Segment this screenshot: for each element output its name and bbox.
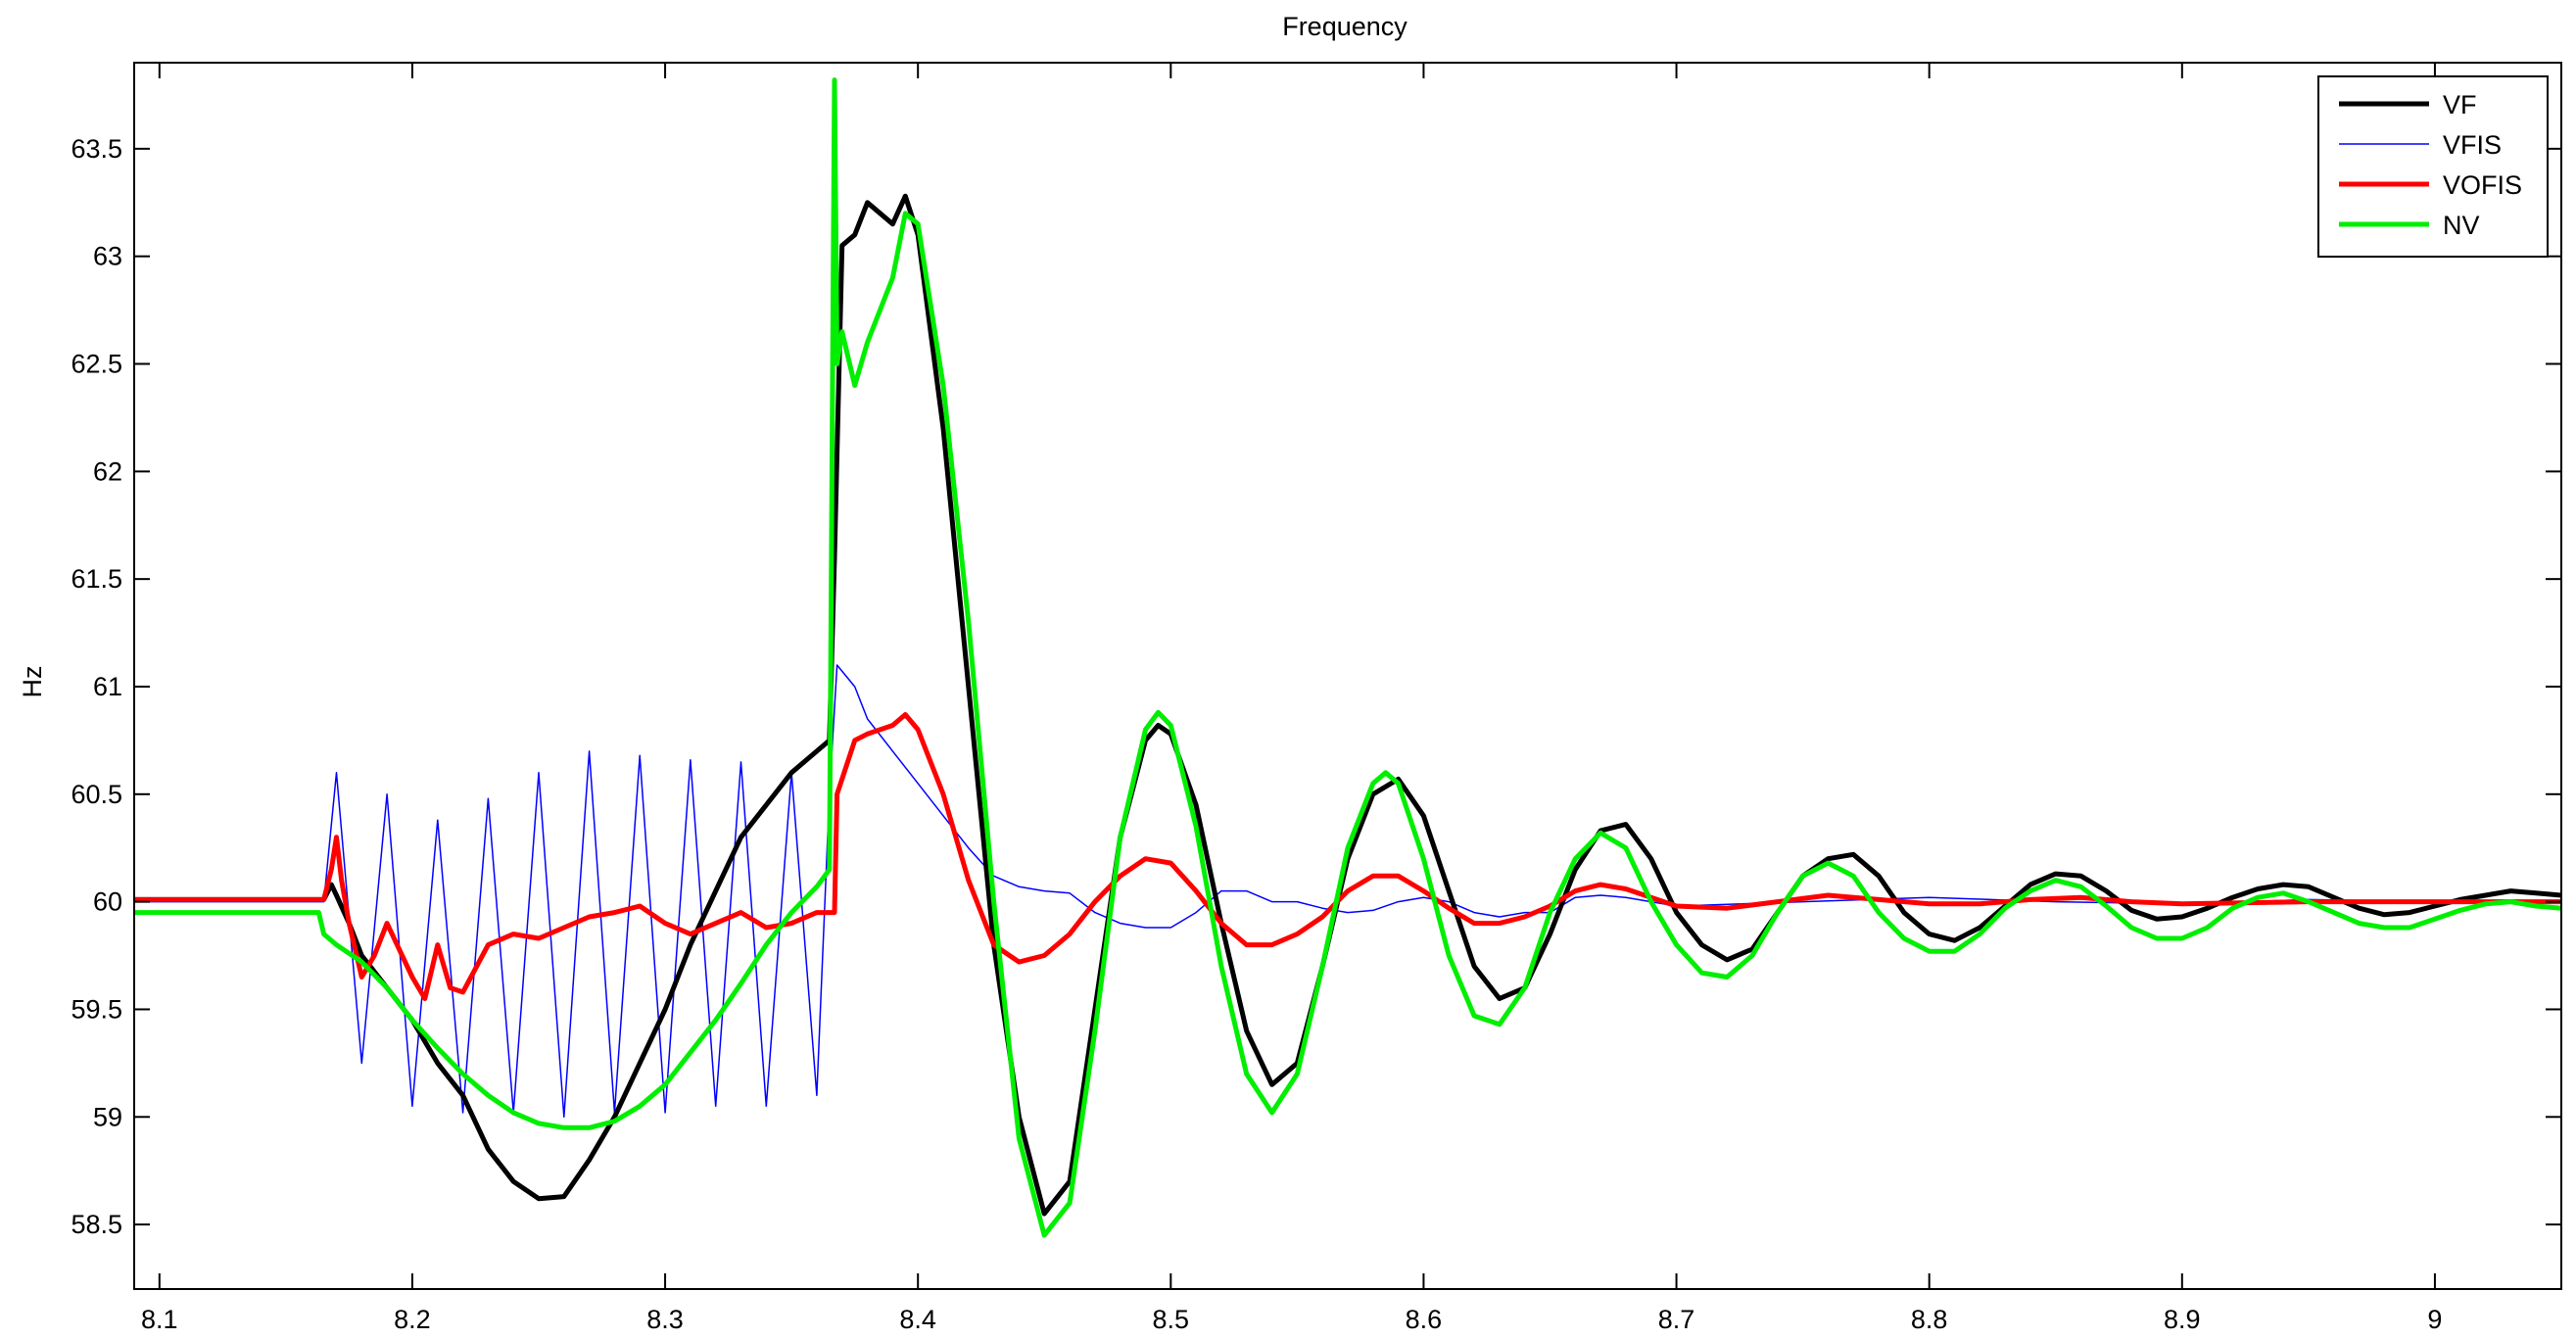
y-tick-label: 59.5: [71, 994, 122, 1024]
y-tick-label: 62.5: [71, 350, 122, 379]
y-tick-label: 63.5: [71, 134, 122, 164]
series-line-vfis: [134, 664, 2561, 1119]
y-axis-label: Hz: [18, 666, 47, 698]
x-tick-label: 8.9: [2164, 1305, 2201, 1334]
y-tick-label: 61: [93, 672, 122, 701]
y-tick-label: 63: [93, 242, 122, 271]
x-tick-label: 8.4: [899, 1305, 936, 1334]
series-layer: [134, 77, 2561, 1238]
y-tick-label: 58.5: [71, 1210, 122, 1239]
x-tick-label: 8.3: [646, 1305, 684, 1334]
series-line-nv: [134, 77, 2561, 1238]
legend-label-nv: NV: [2443, 211, 2480, 240]
plot-frame: [133, 62, 2562, 1290]
x-tick-label: 8.6: [1406, 1305, 1443, 1334]
series-line-vofis: [134, 712, 2561, 1001]
y-tick-label: 59: [93, 1102, 122, 1131]
y-tick-label: 60: [93, 887, 122, 917]
chart-title: Frequency: [1282, 12, 1407, 41]
x-tick-label: 8.5: [1153, 1305, 1190, 1334]
x-tick-label: 8.7: [1658, 1305, 1695, 1334]
axes: [133, 62, 2562, 1290]
x-tick-label: 8.8: [1911, 1305, 1948, 1334]
x-tick-label: 9: [2427, 1305, 2442, 1334]
y-tick-label: 61.5: [71, 564, 122, 594]
legend-label-vf: VF: [2443, 90, 2477, 120]
y-tick-label: 60.5: [71, 780, 122, 809]
legend: VF VFIS VOFIS NV: [2317, 75, 2549, 258]
legend-label-vfis: VFIS: [2443, 130, 2502, 160]
x-tick-label: 8.2: [394, 1305, 431, 1334]
x-tick-labels: 8.1 8.2 8.3 8.4 8.5 8.6 8.7 8.8 8.9 9: [141, 1305, 2442, 1334]
tick-marks: [134, 63, 2561, 1289]
y-tick-labels: 58.5 59 59.5 60 60.5 61 61.5 62 62.5 63 63.5: [71, 134, 122, 1239]
legend-label-vofis: VOFIS: [2443, 170, 2522, 200]
y-tick-label: 62: [93, 456, 122, 486]
x-tick-label: 8.1: [141, 1305, 178, 1334]
